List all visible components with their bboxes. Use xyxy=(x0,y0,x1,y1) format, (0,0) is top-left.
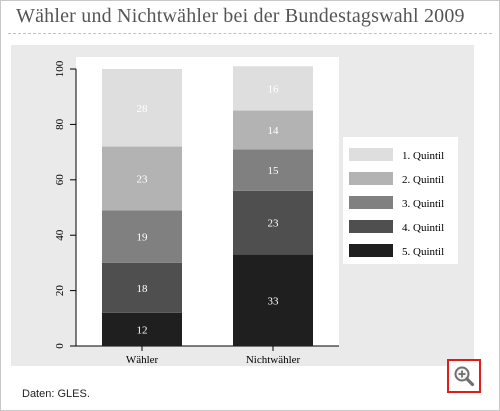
data-label: 23 xyxy=(268,218,280,230)
bar-segment xyxy=(102,146,182,211)
y-tick-label: 40 xyxy=(54,229,66,241)
legend-swatch xyxy=(349,148,393,161)
data-source-note: Daten: GLES. xyxy=(22,388,90,400)
data-label: 18 xyxy=(137,283,149,295)
y-tick-label: 20 xyxy=(54,285,66,297)
title-divider xyxy=(8,33,492,34)
legend-swatch xyxy=(349,196,393,209)
bar-segment xyxy=(233,66,313,111)
data-label: 28 xyxy=(137,103,149,115)
legend-swatch xyxy=(349,172,393,185)
y-tick-label: 0 xyxy=(54,343,66,349)
bar-segment xyxy=(102,262,182,313)
bar-segment xyxy=(233,190,313,255)
legend-label: 4. Quintil xyxy=(402,222,444,234)
bar-segment xyxy=(102,312,182,346)
legend-label: 3. Quintil xyxy=(402,198,444,210)
data-label: 33 xyxy=(268,295,280,307)
legend-label: 5. Quintil xyxy=(402,246,444,258)
x-tick-label: Nichtwähler xyxy=(246,354,301,366)
bar-segment xyxy=(102,69,182,147)
bar-segment xyxy=(233,110,313,150)
y-tick-label: 60 xyxy=(54,174,66,186)
zoom-button[interactable] xyxy=(447,359,481,393)
data-label: 15 xyxy=(268,165,280,177)
y-tick-label: 80 xyxy=(54,118,66,129)
data-label: 23 xyxy=(137,173,149,185)
legend-label: 1. Quintil xyxy=(402,150,444,162)
bar-segment xyxy=(233,254,313,346)
legend-swatch xyxy=(349,244,393,257)
data-label: 16 xyxy=(268,83,280,95)
legend-swatch xyxy=(349,220,393,233)
legend-label: 2. Quintil xyxy=(402,174,444,186)
bar-segment xyxy=(233,149,313,191)
zoom-in-icon xyxy=(454,366,475,387)
data-label: 19 xyxy=(137,232,149,244)
chart-title: Wähler und Nichtwähler bei der Bundestag… xyxy=(16,5,465,27)
x-tick-label: Wähler xyxy=(126,354,159,366)
bar-segment xyxy=(102,210,182,263)
data-label: 12 xyxy=(137,324,148,336)
y-tick-label: 100 xyxy=(54,60,66,77)
data-label: 14 xyxy=(268,125,280,137)
